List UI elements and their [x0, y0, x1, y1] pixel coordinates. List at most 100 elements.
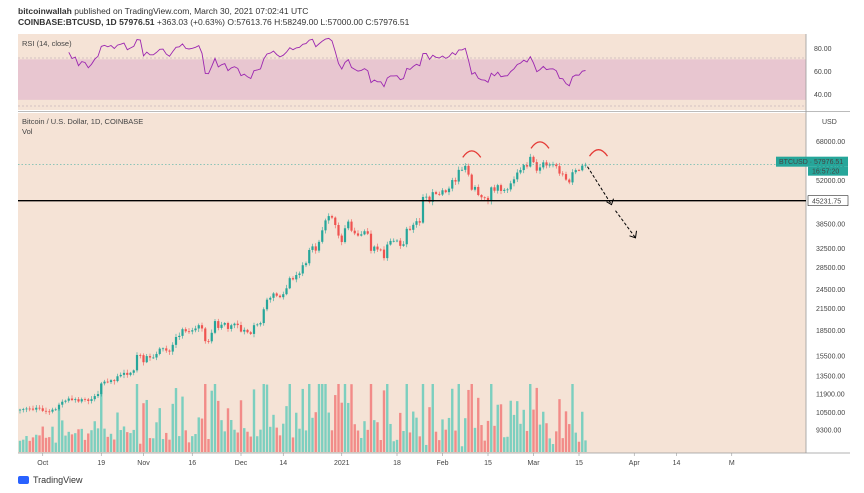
x-tick-label: 15: [484, 460, 492, 467]
x-tick-label: Oct: [37, 460, 48, 467]
volume-bar: [25, 436, 28, 452]
candle-body: [317, 241, 321, 251]
candle-body: [116, 376, 119, 382]
volume-bar: [194, 434, 197, 452]
volume-bar: [545, 423, 548, 452]
volume-bar: [275, 427, 278, 452]
candle-body: [249, 332, 252, 334]
candle-body: [376, 246, 379, 250]
ohlc-values: O:57613.76 H:58249.00 L:57000.00 C:57976…: [227, 17, 410, 27]
candle-body: [70, 398, 74, 401]
candle-body: [581, 165, 584, 171]
candle-body: [87, 399, 90, 401]
volume-bar: [246, 431, 249, 452]
volume-bar: [421, 384, 425, 452]
candle-body: [148, 356, 152, 358]
volume-bar: [386, 384, 389, 452]
candle-body: [259, 323, 262, 325]
volume-bar: [438, 440, 441, 452]
volume-bar: [574, 432, 577, 452]
candle-body: [350, 221, 353, 231]
volume-bar: [256, 436, 259, 452]
candle-body: [109, 380, 113, 383]
candle-body: [90, 399, 93, 401]
candle-body: [275, 293, 278, 296]
volume-bar: [551, 444, 555, 452]
candle-body: [38, 407, 41, 409]
volume-bar: [220, 420, 223, 452]
candle-body: [529, 156, 532, 167]
candle-body: [135, 354, 139, 371]
candle-body: [525, 165, 529, 167]
volume-bar: [477, 397, 480, 452]
candle-body: [311, 246, 314, 250]
volume-bar: [509, 400, 512, 452]
volume-bar: [558, 399, 561, 452]
volume-bar: [503, 437, 506, 452]
candle-body: [22, 409, 25, 411]
volume-bars: [18, 384, 587, 452]
volume-bar: [379, 440, 382, 452]
volume-bar: [577, 441, 581, 452]
candle-body: [545, 162, 548, 166]
price-badge: [776, 156, 848, 167]
publish-info: bitcoinwallah published on TradingView.c…: [18, 6, 308, 16]
volume-bar: [230, 419, 233, 452]
candle-body: [477, 186, 480, 196]
candle-body: [155, 353, 158, 358]
candle-body: [418, 221, 421, 223]
volume-bar: [457, 384, 460, 452]
main-pane-bg: [18, 113, 806, 453]
tradingview-logo-icon: [18, 476, 29, 484]
publish-date: published on TradingView.com, March 30, …: [74, 6, 309, 16]
volume-bar: [291, 437, 295, 452]
candle-body: [171, 344, 174, 352]
candle-body: [265, 299, 269, 310]
volume-bar: [51, 426, 54, 452]
volume-bar: [473, 427, 477, 452]
volume-bar: [155, 422, 158, 452]
volume-bar: [28, 440, 31, 452]
candle-body: [106, 381, 109, 383]
top-arc: [462, 150, 482, 158]
candle-body: [392, 240, 395, 242]
volume-bar: [252, 389, 256, 452]
volume-bar: [399, 412, 402, 452]
volume-bar: [243, 428, 246, 452]
footer-brand: TradingView: [33, 475, 83, 485]
candle-body: [493, 187, 496, 191]
volume-bar: [428, 407, 431, 452]
volume-bar: [434, 431, 438, 452]
volume-bar: [369, 384, 373, 452]
candle-body: [152, 357, 155, 359]
volume-bar: [197, 417, 200, 452]
volume-bar: [347, 402, 350, 452]
candle-body: [197, 325, 200, 329]
volume-bar: [249, 436, 252, 452]
candle-body: [119, 374, 122, 377]
candle-body: [324, 220, 327, 231]
volume-bar: [389, 423, 392, 452]
candle-body: [343, 228, 347, 243]
x-tick-label: 15: [575, 460, 583, 467]
volume-bar: [561, 438, 564, 452]
volume-bar: [295, 412, 298, 452]
countdown-badge: [808, 166, 848, 176]
volume-bar: [519, 423, 522, 452]
candle-body: [516, 172, 519, 180]
top-arc: [530, 141, 550, 149]
candle-body: [165, 348, 168, 351]
candle-body: [425, 196, 428, 198]
volume-bar: [538, 424, 542, 452]
volume-bar: [412, 411, 415, 452]
top-arc: [588, 149, 609, 157]
candle-body: [278, 295, 282, 298]
volume-bar: [451, 388, 454, 452]
volume-bar: [77, 429, 80, 452]
candle-body: [428, 196, 431, 202]
candle-body: [519, 170, 522, 173]
projection-arrow-1: [587, 166, 612, 205]
candle-body: [353, 230, 356, 234]
candle-body: [509, 183, 512, 190]
